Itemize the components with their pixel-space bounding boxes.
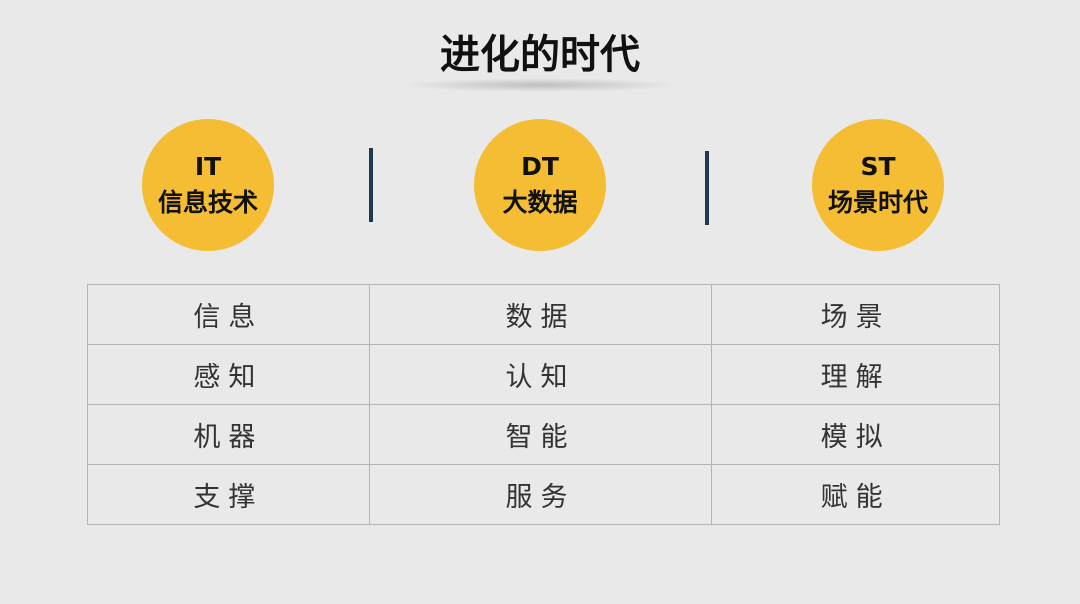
comparison-table: 信息 数据 场景 感知 认知 理解 机器 智能 模拟 支撑 服务 赋能 <box>87 284 1000 525</box>
table-cell: 模拟 <box>711 404 1000 465</box>
era-circle-it: IT 信息技术 <box>142 119 274 251</box>
era-abbr: IT <box>194 152 222 181</box>
table-row: 感知 认知 理解 <box>87 344 1000 405</box>
era-name: 场景时代 <box>827 188 928 217</box>
table-cell: 信息 <box>87 284 370 345</box>
era-circle-dt: DT 大数据 <box>474 119 606 251</box>
table-row: 支撑 服务 赋能 <box>87 464 1000 525</box>
table-cell: 服务 <box>368 464 713 525</box>
era-abbr: ST <box>860 152 896 181</box>
divider <box>369 148 373 222</box>
table-cell: 理解 <box>711 344 1000 405</box>
table-cell: 场景 <box>711 284 1000 345</box>
era-abbr: DT <box>521 152 559 181</box>
title-shadow <box>400 78 680 92</box>
page-title: 进化的时代 <box>440 32 640 78</box>
table-cell: 支撑 <box>87 464 370 525</box>
era-circle-st: ST 场景时代 <box>812 119 944 251</box>
divider <box>705 151 709 225</box>
table-cell: 赋能 <box>711 464 1000 525</box>
table-cell: 智能 <box>368 404 713 465</box>
table-cell: 感知 <box>87 344 370 405</box>
table-row: 机器 智能 模拟 <box>87 404 1000 465</box>
table-row: 信息 数据 场景 <box>87 284 1000 345</box>
era-name: 信息技术 <box>157 188 258 217</box>
table-cell: 数据 <box>368 284 713 345</box>
era-name: 大数据 <box>502 188 578 217</box>
table-cell: 机器 <box>87 404 370 465</box>
table-cell: 认知 <box>368 344 713 405</box>
